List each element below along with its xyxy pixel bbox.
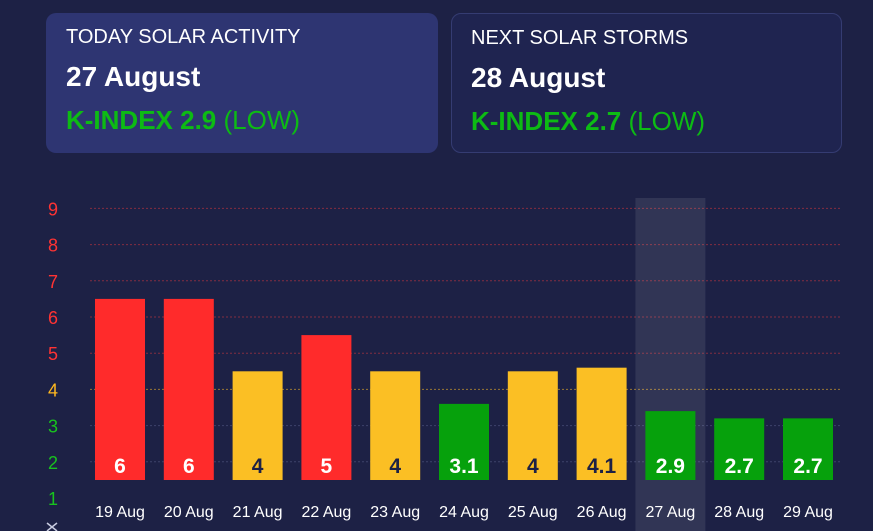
- bar-23-aug[interactable]: [370, 371, 421, 480]
- bar-value-label: 2.9: [656, 455, 685, 478]
- bar-value-label: 2.7: [725, 455, 754, 478]
- x-tick-label: 25 Aug: [508, 504, 558, 521]
- bar-value-label: 4.1: [587, 455, 617, 478]
- x-tick-label: 22 Aug: [301, 504, 351, 521]
- bar-value-label: 3.1: [449, 455, 479, 478]
- bar-value-label: 4: [252, 455, 264, 478]
- x-tick-label: 28 Aug: [714, 504, 764, 521]
- bar-value-label: 4: [389, 455, 401, 478]
- x-tick-label: 21 Aug: [233, 504, 283, 521]
- bar-value-label: 4: [527, 455, 539, 478]
- x-tick-label: 20 Aug: [164, 504, 214, 521]
- bar-28-aug[interactable]: [714, 418, 765, 480]
- x-tick-label: 23 Aug: [370, 504, 420, 521]
- today-k-index: K-INDEX 2.9 (LOW): [66, 105, 418, 135]
- y-tick-label: 7: [48, 272, 58, 292]
- y-tick-label: 6: [48, 308, 58, 328]
- bar-value-label: 5: [321, 455, 333, 478]
- y-tick-label: 2: [48, 453, 58, 473]
- x-tick-label: 29 Aug: [783, 504, 833, 521]
- bar-22-aug[interactable]: [301, 335, 352, 480]
- bar-19-aug[interactable]: [95, 298, 145, 480]
- y-tick-label: 1: [48, 489, 58, 509]
- x-tick-label: 19 Aug: [95, 504, 145, 521]
- bar-value-label: 6: [114, 455, 126, 478]
- close-icon[interactable]: [46, 522, 58, 531]
- highlight-column: [635, 198, 706, 531]
- x-tick-label: 24 Aug: [439, 504, 489, 521]
- today-date: 27 August: [66, 61, 201, 92]
- x-tick-label: 27 Aug: [645, 504, 695, 521]
- bar-24-aug[interactable]: [439, 403, 489, 480]
- next-card-label: NEXT SOLAR STORMS: [471, 27, 689, 49]
- bar-21-aug[interactable]: [232, 371, 283, 480]
- next-storms-card: NEXT SOLAR STORMS 28 August K-INDEX 2.7 …: [451, 13, 842, 153]
- y-tick-label: 3: [48, 417, 58, 437]
- bar-25-aug[interactable]: [507, 371, 558, 480]
- today-k-index-value: K-INDEX 2.9: [66, 105, 217, 135]
- bar-value-label: 6: [183, 455, 195, 478]
- y-tick-label: 5: [48, 344, 58, 364]
- next-date: 28 August: [471, 62, 606, 93]
- today-k-level: (LOW): [223, 105, 301, 135]
- today-activity-card: TODAY SOLAR ACTIVITY 27 August K-INDEX 2…: [46, 13, 438, 153]
- next-k-index-value: K-INDEX 2.7: [471, 106, 622, 136]
- y-tick-label: 8: [48, 236, 58, 256]
- bar-26-aug[interactable]: [576, 367, 627, 480]
- next-k-level: (LOW): [628, 106, 706, 136]
- y-tick-label: 9: [48, 199, 58, 219]
- y-tick-label: 4: [48, 380, 58, 400]
- bar-value-label: 2.7: [793, 455, 822, 478]
- bar-20-aug[interactable]: [163, 298, 214, 480]
- bar-29-aug[interactable]: [783, 418, 833, 480]
- bar-27-aug[interactable]: [645, 411, 696, 480]
- today-card-label: TODAY SOLAR ACTIVITY: [66, 26, 301, 48]
- next-k-index: K-INDEX 2.7 (LOW): [471, 106, 821, 136]
- x-tick-label: 26 Aug: [577, 504, 627, 521]
